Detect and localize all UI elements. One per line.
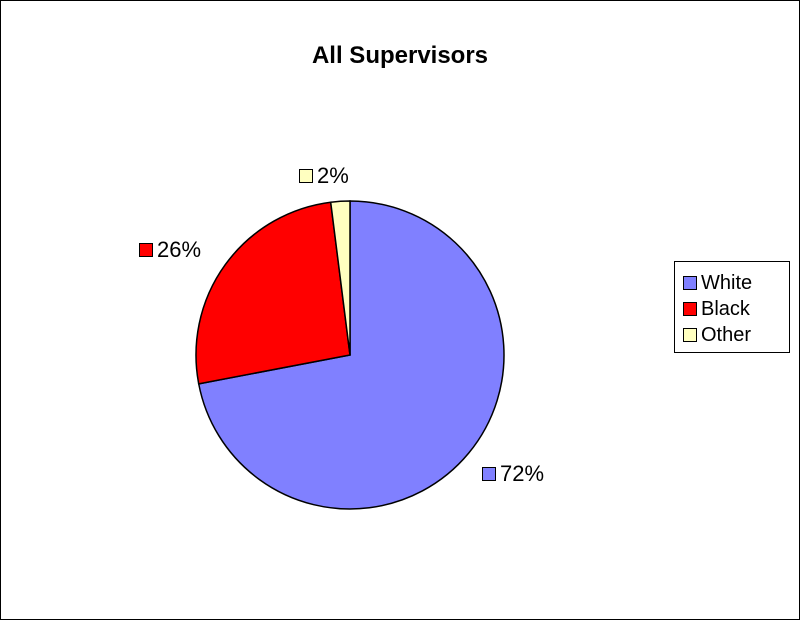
data-label-swatch-black [139, 243, 153, 257]
pie-slice-other [329, 200, 351, 356]
legend-swatch-black [683, 302, 697, 316]
legend: White Black Other [674, 261, 790, 353]
legend-swatch-other [683, 328, 697, 342]
legend-label-white: White [701, 271, 753, 294]
legend-label-other: Other [701, 323, 752, 346]
chart-title: All Supervisors [311, 42, 489, 69]
legend-swatch-white [683, 276, 697, 290]
data-label-swatch-white [482, 467, 496, 481]
data-label-text-other: 2% [317, 163, 349, 188]
pie-slice-black [195, 201, 351, 385]
data-label-text-white: 72% [500, 461, 545, 486]
legend-item-black: Black [683, 296, 789, 322]
data-label-other: 2% [299, 163, 349, 189]
legend-item-other: Other [683, 322, 789, 348]
data-label-white: 72% [482, 461, 544, 487]
legend-label-black: Black [701, 297, 750, 320]
pie-slice-white [197, 200, 505, 510]
data-label-swatch-other [299, 169, 313, 183]
legend-item-white: White [683, 270, 789, 296]
data-label-text-black: 26% [157, 237, 202, 262]
data-label-black: 26% [139, 237, 201, 263]
